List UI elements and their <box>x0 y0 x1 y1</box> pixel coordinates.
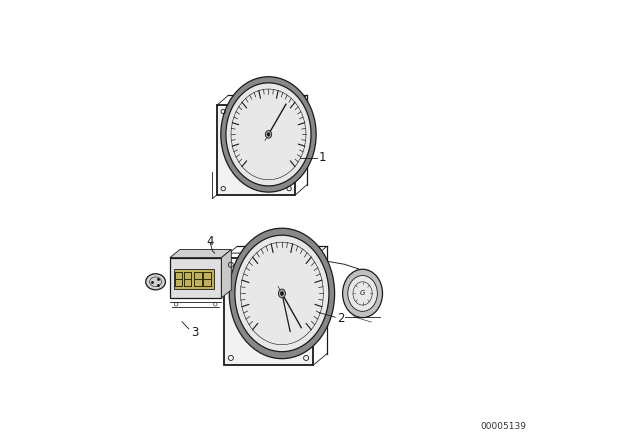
Polygon shape <box>224 258 314 365</box>
Bar <box>174 269 214 289</box>
Ellipse shape <box>221 77 316 192</box>
Ellipse shape <box>235 235 329 352</box>
Ellipse shape <box>267 133 270 136</box>
Text: 2: 2 <box>337 312 344 326</box>
Ellipse shape <box>342 269 383 318</box>
Text: 1: 1 <box>319 151 326 164</box>
Text: 3: 3 <box>191 326 199 339</box>
Ellipse shape <box>266 130 271 138</box>
Ellipse shape <box>278 289 285 298</box>
Text: G: G <box>360 290 365 297</box>
Text: 00005139: 00005139 <box>480 422 526 431</box>
Text: 4: 4 <box>207 234 214 248</box>
Polygon shape <box>170 250 231 258</box>
Polygon shape <box>217 105 296 195</box>
Ellipse shape <box>229 228 335 359</box>
Ellipse shape <box>146 274 165 290</box>
Ellipse shape <box>280 291 284 296</box>
Ellipse shape <box>348 276 378 311</box>
Polygon shape <box>221 250 231 298</box>
Polygon shape <box>170 258 221 298</box>
Ellipse shape <box>226 83 311 186</box>
